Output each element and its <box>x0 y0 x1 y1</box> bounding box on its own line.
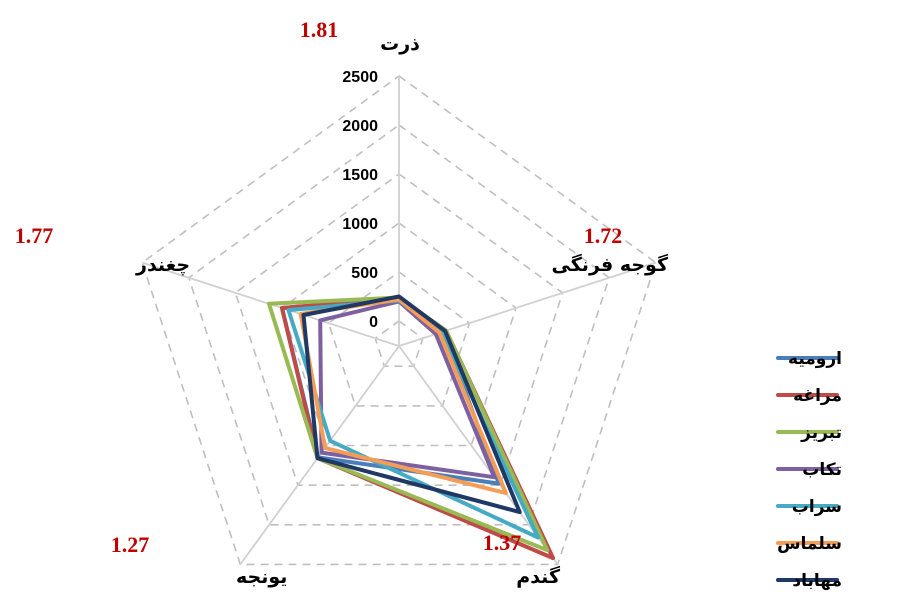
tick-label: 2500 <box>342 69 378 86</box>
axis-labels: ذرت گوجه فرنگی گندم یونجه چغندر <box>135 33 669 588</box>
grid-ring <box>234 173 564 487</box>
legend-label: مهاباد <box>792 571 842 591</box>
grid-ring <box>281 222 517 447</box>
grid-ring <box>187 124 611 526</box>
tick-label: 0 <box>369 314 378 331</box>
tick-label: 2000 <box>342 118 378 135</box>
axis-label: گندم <box>516 565 561 588</box>
ratio-label: 1.37 <box>483 530 522 555</box>
ratio-labels: 1.81 1.72 1.37 1.27 1.77 <box>15 17 623 557</box>
legend-label: سراب <box>792 497 842 517</box>
series-line <box>318 299 497 480</box>
ratio-label: 1.77 <box>15 223 54 248</box>
legend: ارومیه مراغه تبریز تکاب سراب سلماس مهاباد <box>776 349 842 591</box>
grid-ring <box>374 320 424 368</box>
axis-label: چغندر <box>135 254 190 276</box>
series-line <box>286 298 541 540</box>
tick-label: 1000 <box>342 216 378 233</box>
legend-label: ارومیه <box>788 349 842 369</box>
ratio-label: 1.72 <box>584 223 623 248</box>
grid-ring <box>141 75 657 566</box>
legend-label: تکاب <box>802 460 842 480</box>
axis-spoke <box>239 345 400 565</box>
axis-label: یونجه <box>236 566 287 588</box>
radar-grid <box>141 75 657 566</box>
tick-labels: 0 500 1000 1500 2000 2500 <box>342 69 378 331</box>
axis-spoke <box>398 345 559 565</box>
axis-label: گوجه فرنگی <box>552 253 669 276</box>
tick-label: 500 <box>351 265 378 282</box>
series-group <box>267 294 556 561</box>
series-line <box>301 294 522 515</box>
grid-ring <box>327 271 471 407</box>
legend-label: تبریز <box>800 423 842 443</box>
ratio-label: 1.27 <box>111 532 150 557</box>
ratio-label: 1.81 <box>300 17 339 42</box>
tick-label: 1500 <box>342 167 378 184</box>
axis-label: ذرت <box>380 33 420 55</box>
legend-label: سلماس <box>777 534 842 554</box>
legend-label: مراغه <box>793 386 842 406</box>
